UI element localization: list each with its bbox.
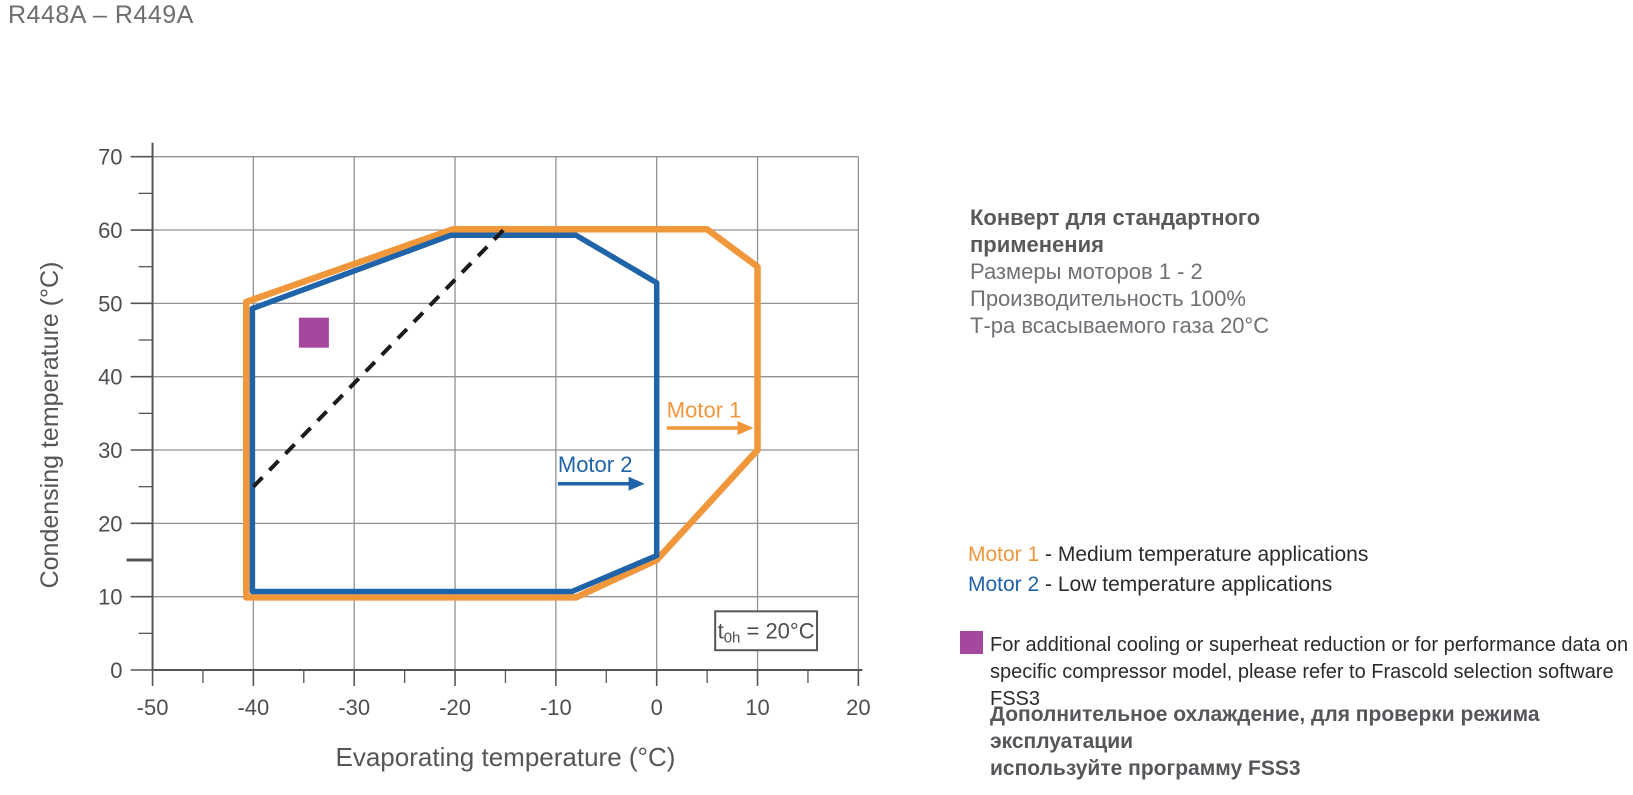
legend-separator: -: [1039, 543, 1058, 566]
y-tick-label: 70: [98, 145, 122, 170]
note-english-line: specific compressor model, please refer …: [990, 661, 1614, 710]
purple-square-bullet-icon: [960, 631, 983, 654]
heading-line: Размеры моторов 1 - 2: [970, 259, 1203, 284]
legend-motor-1-description: Medium temperature applications: [1057, 543, 1369, 566]
motor-1-label: Motor 1: [667, 398, 742, 423]
y-tick-label: 60: [98, 218, 122, 243]
envelope-motor-1: [243, 226, 761, 601]
heading-line: Т-ра всасываемого газа 20°С: [970, 313, 1270, 338]
motor-2-label: Motor 2: [558, 452, 633, 477]
note-english: For additional cooling or superheat redu…: [990, 632, 1633, 713]
x-tick-label: -20: [439, 695, 471, 720]
envelope-chart: 0 10 20 30 40 50 60 70 -50 -40 -30 -20 -10 0 10 20 Motor…: [36, 142, 871, 772]
note-english-line: For additional cooling or superheat redu…: [990, 634, 1633, 656]
suction-gas-note-text: t0h = 20°C: [718, 618, 815, 646]
standard-application-heading: Конверт для стандартного применения Разм…: [970, 204, 1410, 339]
y-tick-label: 50: [98, 291, 122, 316]
legend-motor-2-name: Motor 2: [968, 573, 1040, 596]
legend-row-motor-2: Motor 2 - Low temperature applications: [968, 570, 1368, 600]
suction-gas-note-box: [714, 610, 819, 652]
x-tick-label: 10: [745, 695, 769, 720]
heading-line-bold: применения: [970, 232, 1104, 257]
heading-line-bold: Конверт для стандартного: [970, 205, 1261, 230]
motor-1-arrow-head-icon: [737, 421, 754, 436]
x-tick-label: 20: [846, 695, 870, 720]
legend-motor-2-description: Low temperature applications: [1057, 573, 1333, 596]
legend-motor-1-name: Motor 1: [968, 543, 1040, 566]
dashed-line: [251, 228, 505, 489]
x-tick-label: -40: [237, 695, 269, 720]
motor-legend: Motor 1 - Medium temperature application…: [968, 540, 1368, 600]
y-tick-label: 30: [98, 438, 122, 463]
envelope-motor-2: [249, 232, 660, 595]
page-title: R448A – R449A: [8, 1, 194, 29]
note-russian-line: используйте программу FSS3: [990, 757, 1301, 780]
y-tick-label: 0: [110, 658, 122, 683]
y-axis-title: Condensing temperature (°C): [36, 262, 64, 589]
x-tick-label: -50: [137, 695, 169, 720]
x-tick-label: -10: [540, 695, 572, 720]
operating-point-marker: [298, 317, 329, 348]
x-tick-label: -30: [338, 695, 370, 720]
y-tick-label: 20: [98, 511, 122, 536]
legend-row-motor-1: Motor 1 - Medium temperature application…: [968, 540, 1368, 570]
note-russian: Дополнительное охлаждение, для проверки …: [990, 701, 1633, 782]
y-tick-label: 10: [98, 585, 122, 610]
note-russian-line: Дополнительное охлаждение, для проверки …: [990, 703, 1540, 753]
x-tick-label: 0: [651, 695, 663, 720]
motor-2-arrow-head-icon: [628, 476, 645, 491]
heading-line: Производительность 100%: [970, 286, 1246, 311]
x-axis-title: Evaporating temperature (°C): [336, 742, 676, 772]
y-tick-label: 40: [98, 365, 122, 390]
legend-separator: -: [1039, 573, 1058, 596]
